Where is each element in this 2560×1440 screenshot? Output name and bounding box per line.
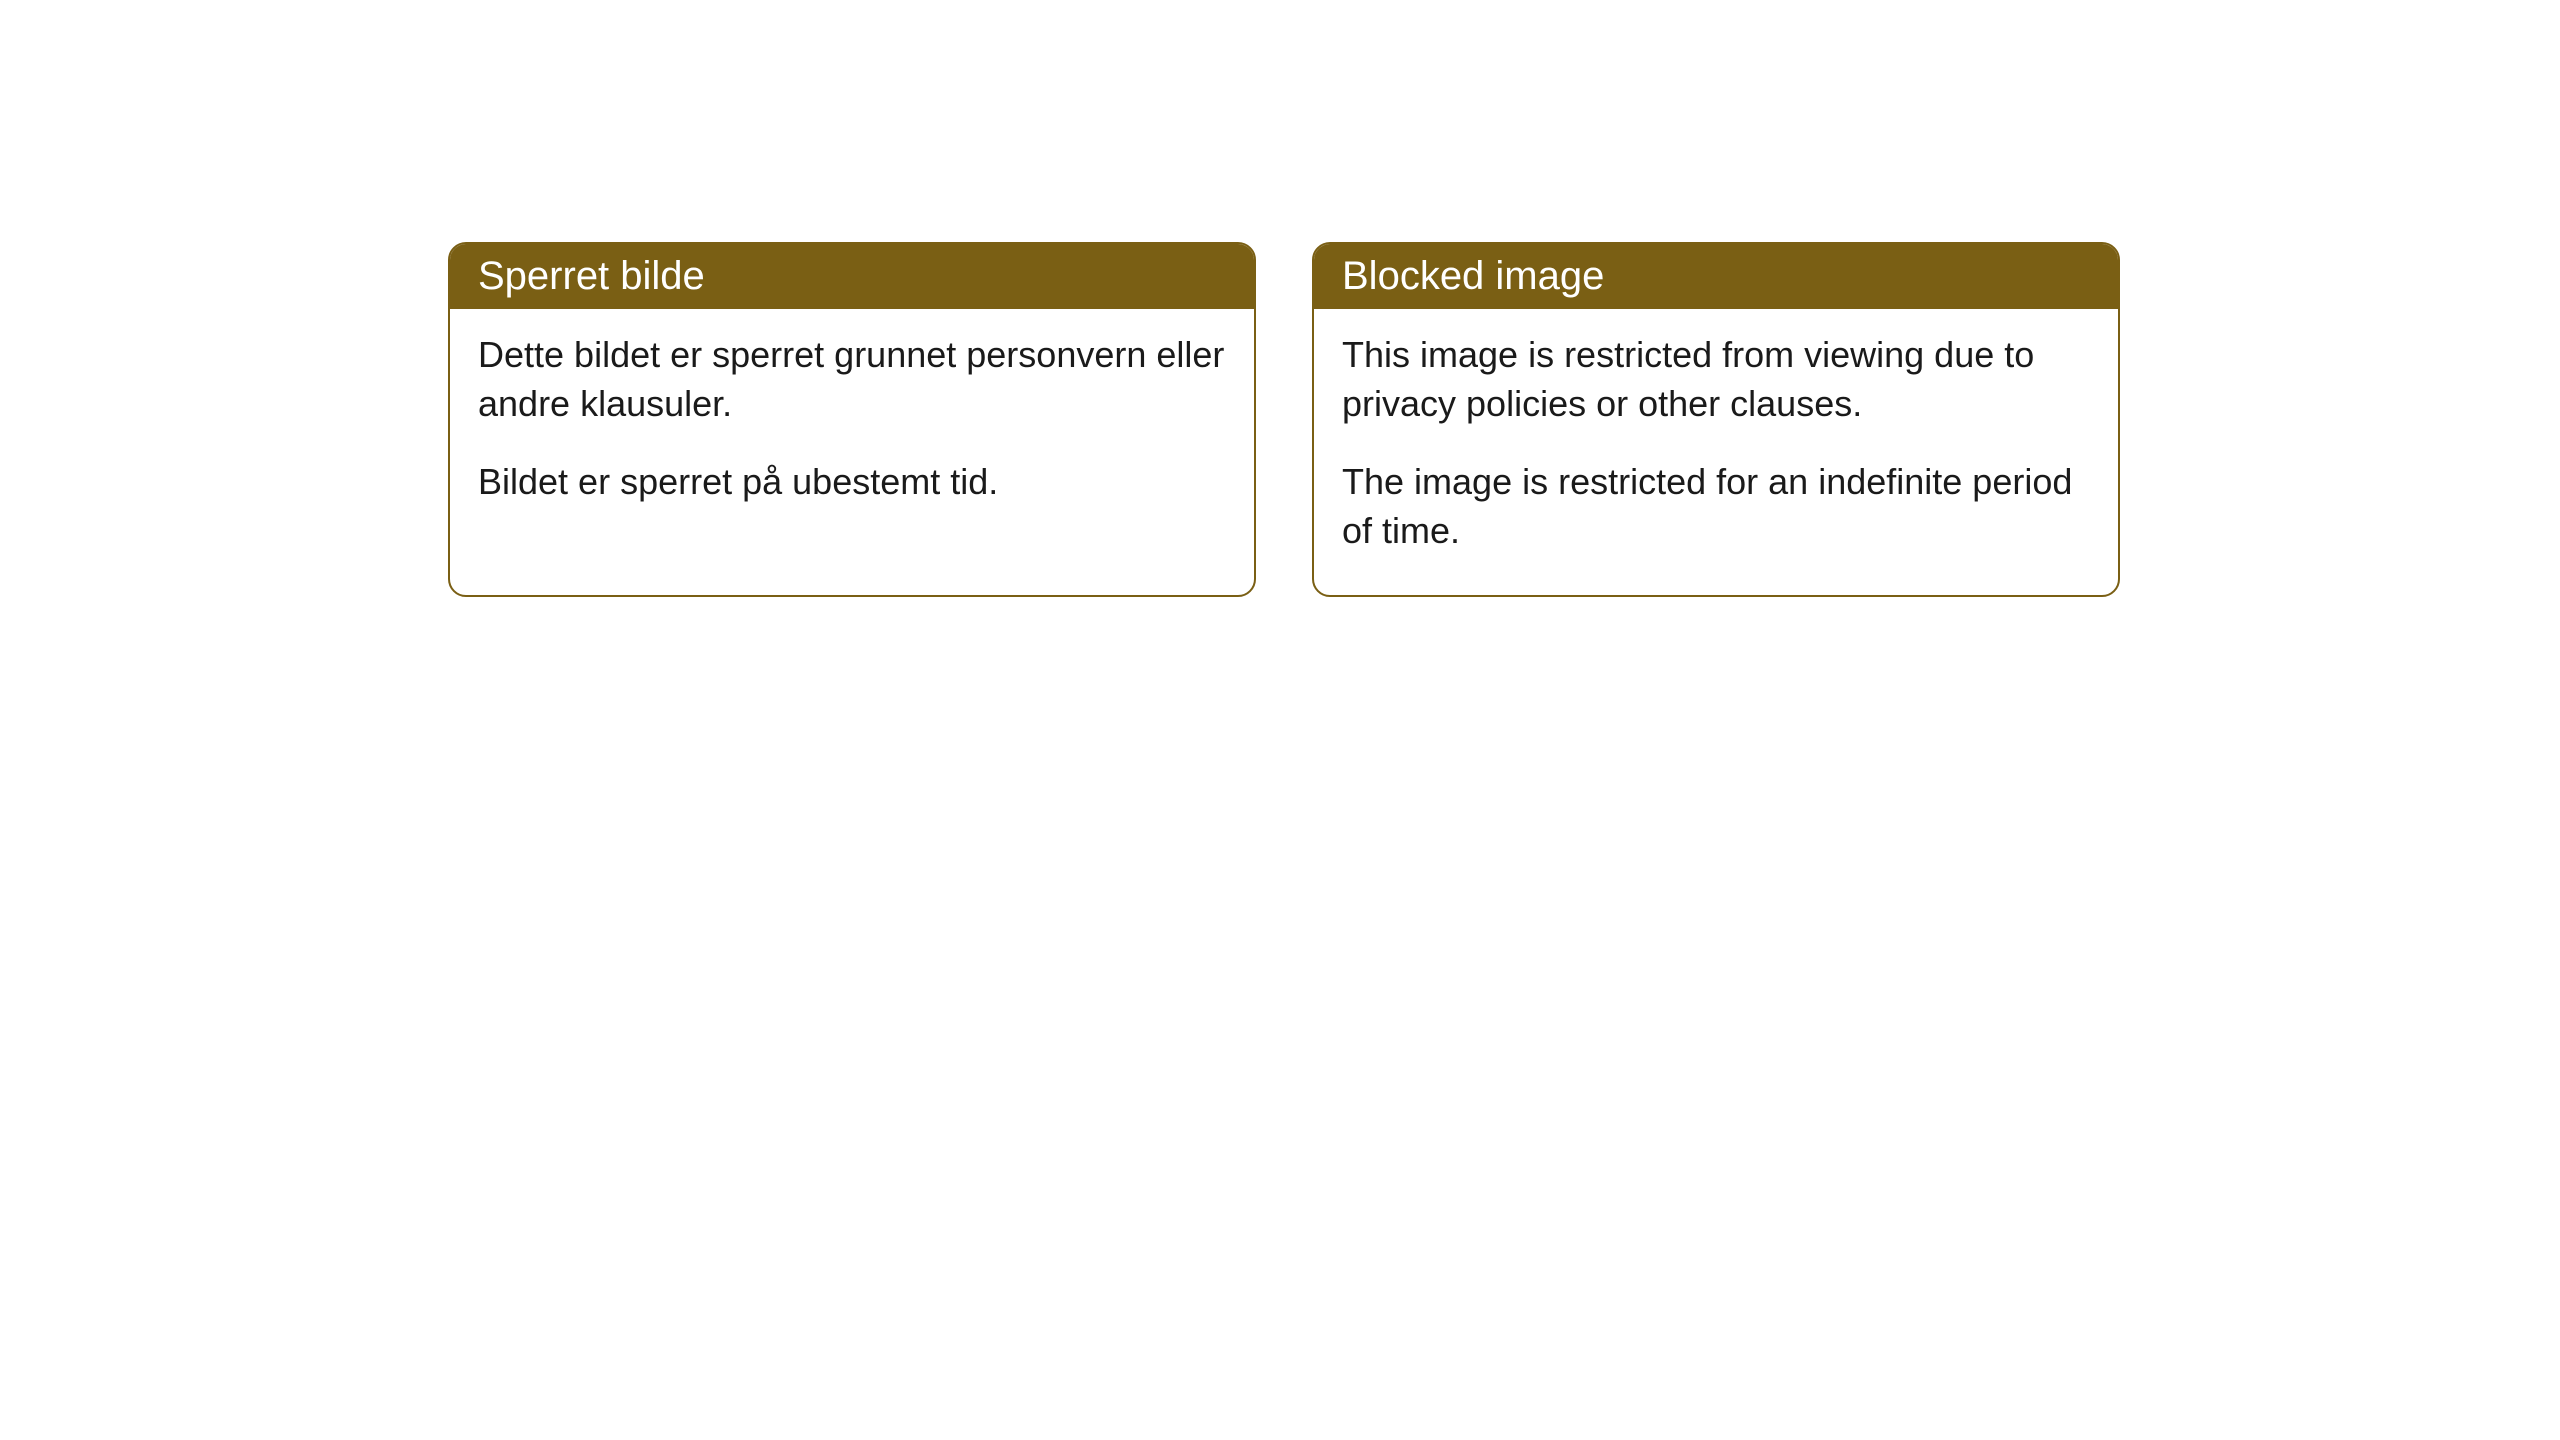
notice-text-2: The image is restricted for an indefinit… <box>1342 458 2090 555</box>
card-body: This image is restricted from viewing du… <box>1314 309 2118 595</box>
notice-card-english: Blocked image This image is restricted f… <box>1312 242 2120 597</box>
notice-cards-container: Sperret bilde Dette bildet er sperret gr… <box>448 242 2120 597</box>
notice-card-norwegian: Sperret bilde Dette bildet er sperret gr… <box>448 242 1256 597</box>
card-body: Dette bildet er sperret grunnet personve… <box>450 309 1254 547</box>
notice-text-1: This image is restricted from viewing du… <box>1342 331 2090 428</box>
notice-text-1: Dette bildet er sperret grunnet personve… <box>478 331 1226 428</box>
card-header: Blocked image <box>1314 244 2118 309</box>
card-title: Sperret bilde <box>478 254 705 298</box>
notice-text-2: Bildet er sperret på ubestemt tid. <box>478 458 1226 507</box>
card-header: Sperret bilde <box>450 244 1254 309</box>
card-title: Blocked image <box>1342 254 1604 298</box>
